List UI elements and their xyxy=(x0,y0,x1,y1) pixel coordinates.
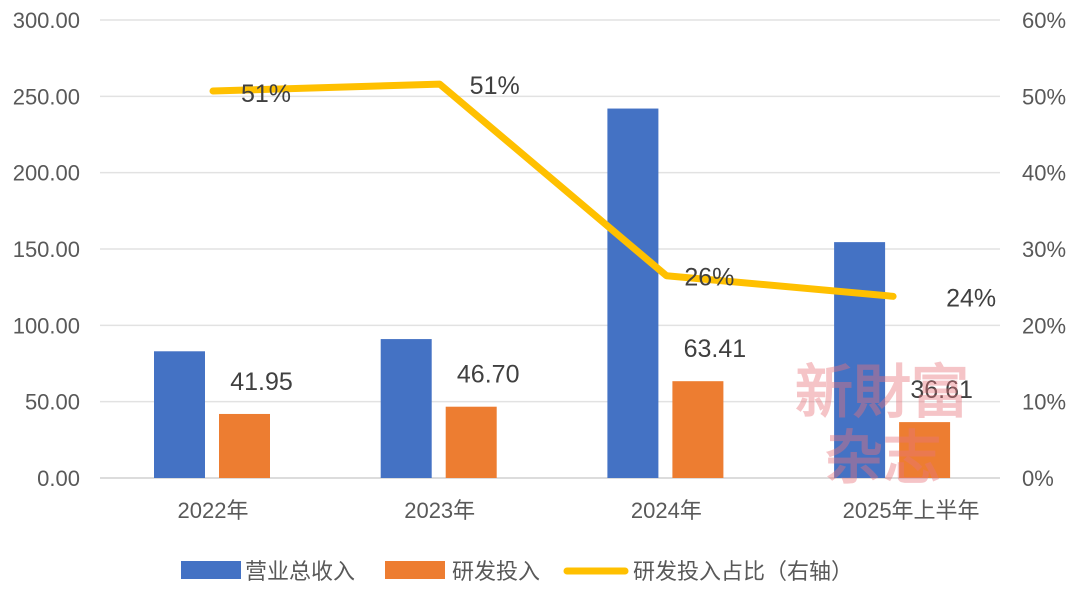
bar-series xyxy=(154,108,951,479)
watermark: 新財富 杂志 xyxy=(795,358,969,492)
legend: 营业总收入 研发投入 研发投入占比（右轴） xyxy=(181,559,853,584)
gridlines xyxy=(100,19,1000,479)
left-tick-label: 150.00 xyxy=(13,237,80,262)
left-tick-label: 250.00 xyxy=(13,84,80,109)
legend-label: 研发投入占比（右轴） xyxy=(633,559,853,584)
category-label: 2025年上半年 xyxy=(843,498,980,523)
left-tick-label: 50.00 xyxy=(25,390,80,415)
left-tick-label: 200.00 xyxy=(13,161,80,186)
legend-label: 研发投入 xyxy=(452,559,540,584)
legend-swatch xyxy=(385,561,445,579)
line-data-label: 51% xyxy=(241,80,291,108)
right-tick-label: 50% xyxy=(1022,84,1066,109)
category-axis: 2022年 2023年 2024年 2025年上半年 xyxy=(178,498,980,523)
category-label: 2023年 xyxy=(404,498,475,523)
bar-rd-investment xyxy=(899,422,951,478)
bar-data-label: 41.95 xyxy=(230,368,293,396)
right-axis: 0% 10% 20% 30% 40% 50% 60% xyxy=(1022,8,1066,491)
bar-rd-investment xyxy=(445,406,497,478)
category-label: 2022年 xyxy=(178,498,249,523)
right-tick-label: 40% xyxy=(1022,161,1066,186)
right-tick-label: 0% xyxy=(1022,466,1054,491)
bar-data-label: 36.61 xyxy=(910,376,973,404)
legend-label: 营业总收入 xyxy=(245,559,355,584)
right-tick-label: 60% xyxy=(1022,8,1066,33)
bar-data-label: 63.41 xyxy=(684,335,747,363)
bar-revenue xyxy=(607,108,659,479)
bar-revenue xyxy=(380,339,432,478)
bar-revenue xyxy=(154,351,205,478)
data-labels: 41.95 46.70 63.41 36.61 51% 51% 26% 24% xyxy=(230,72,996,404)
right-tick-label: 20% xyxy=(1022,313,1066,338)
watermark-line2: 杂志 xyxy=(825,424,941,492)
category-label: 2024年 xyxy=(631,498,702,523)
left-tick-label: 0.00 xyxy=(37,466,80,491)
line-data-label: 24% xyxy=(946,284,996,312)
left-axis: 0.00 50.00 100.00 150.00 200.00 250.00 300.00 xyxy=(13,8,80,491)
bar-revenue xyxy=(834,242,886,478)
bar-rd-investment xyxy=(219,413,270,478)
watermark-line1: 新財富 xyxy=(795,358,969,426)
bar-data-label: 46.70 xyxy=(457,361,520,389)
line-data-label: 26% xyxy=(684,264,734,292)
left-tick-label: 100.00 xyxy=(13,313,80,338)
legend-swatch xyxy=(181,561,241,579)
line-data-label: 51% xyxy=(470,72,520,100)
right-tick-label: 30% xyxy=(1022,237,1066,262)
right-tick-label: 10% xyxy=(1022,390,1066,415)
rd-ratio-line xyxy=(209,80,897,300)
bar-rd-investment xyxy=(672,381,724,478)
left-tick-label: 300.00 xyxy=(13,8,80,33)
line-series xyxy=(209,80,897,300)
